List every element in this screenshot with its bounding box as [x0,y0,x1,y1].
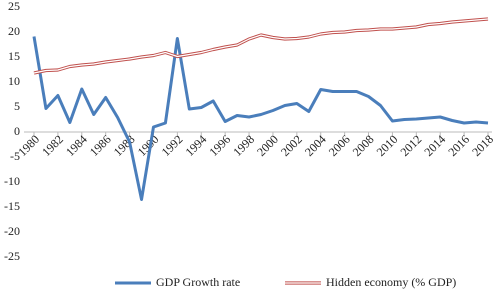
y-tick-label: 15 [8,49,20,63]
x-tick-label: 2018 [469,132,496,159]
x-tick-label: 1994 [182,132,209,159]
x-tick-label: 2012 [398,132,425,159]
x-tick-label: 2010 [374,132,401,159]
x-tick-label: 2006 [326,132,353,159]
y-tick-label: -20 [4,224,20,238]
x-tick-label: 2014 [421,132,448,159]
series-line-inner [33,18,489,74]
series-line [33,17,489,75]
legend-label: Hidden economy (% GDP) [326,275,456,289]
y-tick-label: 20 [8,24,20,38]
x-tick-label: 1986 [87,132,114,159]
x-tick-label: 1998 [230,132,257,159]
x-tick-label: 2016 [445,132,472,159]
y-tick-label: 0 [14,124,20,138]
y-tick-label: -5 [10,149,20,163]
x-tick-label: 2004 [302,132,329,159]
legend-label: GDP Growth rate [156,275,240,289]
y-tick-label: 5 [14,99,20,113]
x-tick-label: 2002 [278,132,305,159]
x-tick-label: 2000 [254,132,281,159]
x-tick-label: 1982 [39,132,66,159]
x-tick-label: 2008 [350,132,377,159]
series-line [32,36,489,201]
y-tick-label: -15 [4,199,20,213]
x-tick-label: 1992 [159,132,186,159]
x-tick-label: 1984 [63,132,90,159]
y-tick-label: -25 [4,249,20,263]
y-tick-label: 25 [8,0,20,13]
y-tick-label: 10 [8,74,20,88]
x-tick-label: 1996 [206,132,233,159]
y-tick-label: -10 [4,174,20,188]
